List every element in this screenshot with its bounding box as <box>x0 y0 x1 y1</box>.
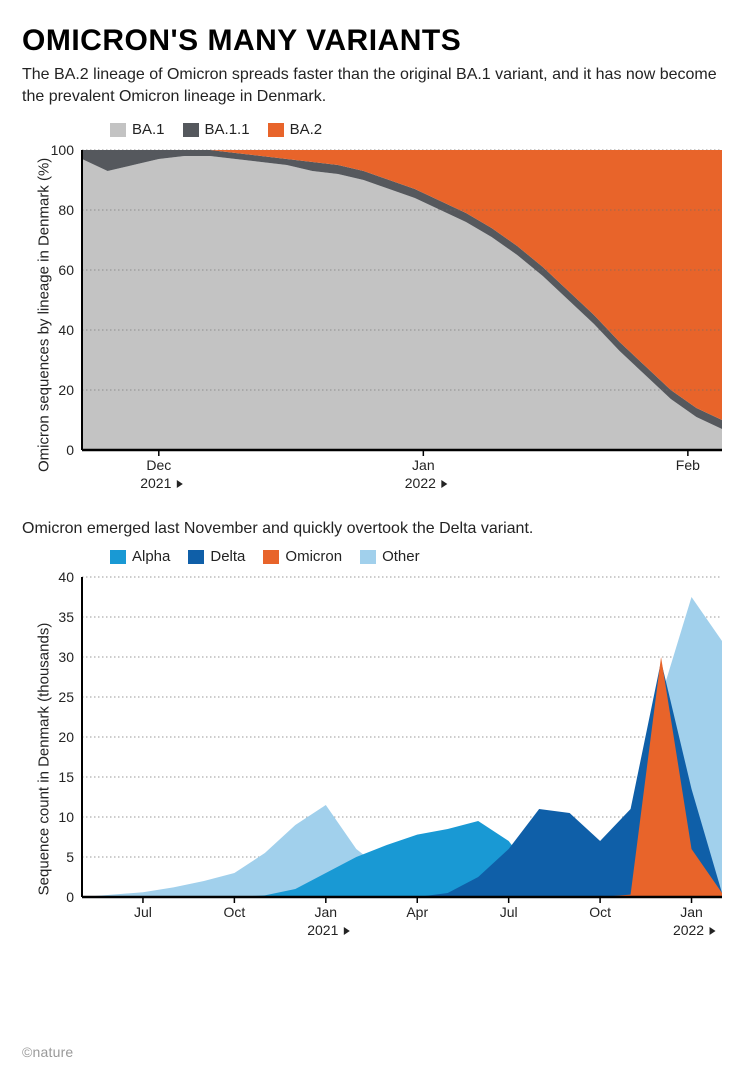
legend-item: BA.1 <box>110 121 165 138</box>
legend-item: Other <box>360 548 420 565</box>
svg-text:Dec: Dec <box>146 457 171 473</box>
svg-text:60: 60 <box>58 262 74 278</box>
chart1-svg: 0 20 40 60 80 100 Dec 2021 Jan 2022 Feb <box>22 144 726 500</box>
legend-item: Omicron <box>263 548 342 565</box>
svg-text:20: 20 <box>58 382 74 398</box>
page-subtitle: The BA.2 lineage of Omicron spreads fast… <box>22 64 729 107</box>
legend-swatch <box>110 123 126 137</box>
legend-swatch <box>188 550 204 564</box>
svg-text:100: 100 <box>51 144 75 158</box>
svg-text:Jan: Jan <box>315 904 338 920</box>
svg-text:2021: 2021 <box>307 922 338 938</box>
svg-text:2022: 2022 <box>673 922 704 938</box>
svg-text:20: 20 <box>58 729 74 745</box>
svg-text:Feb: Feb <box>676 457 700 473</box>
chart1-wrap: Omicron sequences by lineage in Denmark … <box>22 144 729 500</box>
legend-label: Delta <box>210 548 245 565</box>
legend-label: Other <box>382 548 420 565</box>
legend-item: Delta <box>188 548 245 565</box>
chart2-svg: 0 5 10 15 20 25 30 35 40 Jul Oct Jan 2021 Apr Jul Oct Ja… <box>22 571 726 947</box>
legend-label: Omicron <box>285 548 342 565</box>
svg-text:0: 0 <box>66 442 74 458</box>
mid-caption: Omicron emerged last November and quickl… <box>22 520 729 538</box>
legend-label: BA.1.1 <box>205 121 250 138</box>
svg-text:Jan: Jan <box>412 457 435 473</box>
svg-text:40: 40 <box>58 571 74 585</box>
legend-label: Alpha <box>132 548 170 565</box>
svg-text:Jul: Jul <box>134 904 152 920</box>
legend-item: Alpha <box>110 548 170 565</box>
legend-label: BA.1 <box>132 121 165 138</box>
page-title: OMICRON'S MANY VARIANTS <box>22 24 729 58</box>
legend-swatch <box>263 550 279 564</box>
legend-label: BA.2 <box>290 121 323 138</box>
svg-text:0: 0 <box>66 889 74 905</box>
svg-text:5: 5 <box>66 849 74 865</box>
legend-item: BA.1.1 <box>183 121 250 138</box>
legend-swatch <box>183 123 199 137</box>
chart1-legend: BA.1 BA.1.1 BA.2 <box>110 121 729 138</box>
chart2-wrap: Sequence count in Denmark (thousands) 0 5… <box>22 571 729 947</box>
legend-swatch <box>360 550 376 564</box>
svg-text:10: 10 <box>58 809 74 825</box>
svg-text:Jan: Jan <box>680 904 703 920</box>
chart1-ylabel: Omicron sequences by lineage in Denmark … <box>36 172 53 472</box>
svg-text:Apr: Apr <box>406 904 428 920</box>
svg-text:80: 80 <box>58 202 74 218</box>
chart2-legend: Alpha Delta Omicron Other <box>110 548 729 565</box>
svg-text:Jul: Jul <box>500 904 518 920</box>
svg-text:30: 30 <box>58 649 74 665</box>
svg-text:Oct: Oct <box>589 904 611 920</box>
svg-text:25: 25 <box>58 689 74 705</box>
svg-text:35: 35 <box>58 609 74 625</box>
footer-credit: ©nature <box>22 1044 73 1060</box>
svg-text:Oct: Oct <box>223 904 245 920</box>
svg-text:40: 40 <box>58 322 74 338</box>
svg-text:2022: 2022 <box>405 475 436 491</box>
legend-item: BA.2 <box>268 121 323 138</box>
svg-text:15: 15 <box>58 769 74 785</box>
legend-swatch <box>110 550 126 564</box>
legend-swatch <box>268 123 284 137</box>
svg-text:2021: 2021 <box>140 475 171 491</box>
chart2-ylabel: Sequence count in Denmark (thousands) <box>36 599 53 919</box>
